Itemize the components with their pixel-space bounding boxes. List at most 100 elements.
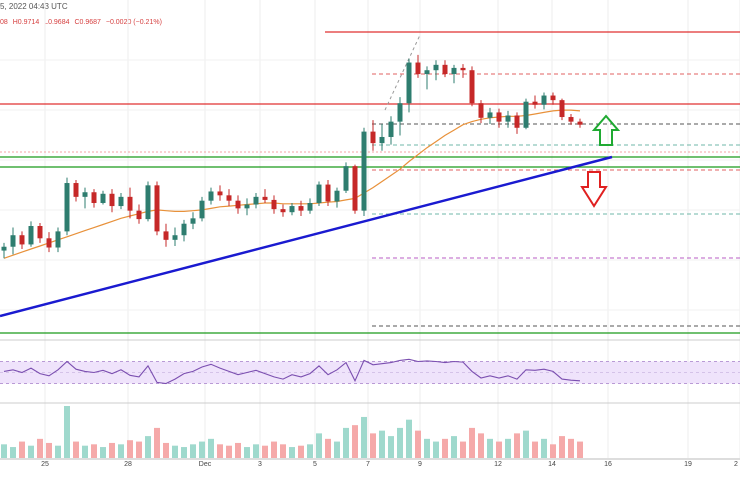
volume-bar (370, 433, 376, 458)
candle-down (136, 210, 142, 220)
candle-down (37, 226, 43, 239)
volume-bar (226, 445, 232, 458)
candle-down (532, 101, 538, 105)
time-axis-label: 12 (494, 461, 502, 468)
candle-up (55, 231, 61, 248)
candle-down (370, 131, 376, 144)
ohlc-close: C0.9687 (74, 19, 101, 26)
rsi-line (3, 358, 581, 385)
candle-up (343, 166, 349, 191)
volume-bar (199, 441, 205, 458)
candle-up (316, 184, 322, 203)
volume-bar (577, 441, 583, 458)
rsi-band (0, 361, 740, 384)
volume-bar (172, 445, 178, 458)
volume-bar (244, 447, 250, 458)
volume-bar (343, 427, 349, 458)
volume-bar (424, 438, 430, 458)
candle-down (568, 117, 574, 122)
candle-down (91, 192, 97, 203)
candle-up (10, 235, 16, 247)
volume-bar (145, 436, 151, 458)
candle-down (127, 196, 133, 211)
chart-header: 5, 2022 04:43 UTC (0, 2, 68, 11)
candle-down (73, 183, 79, 197)
ohlc-open: 08 (0, 19, 8, 26)
down-arrow-icon (580, 171, 608, 208)
volume-bar (64, 406, 70, 458)
candle-down (271, 199, 277, 210)
volume-bar (154, 427, 160, 458)
ohlc-low: L0.9684 (44, 19, 70, 26)
candle-up (190, 218, 196, 224)
candle-up (181, 223, 187, 236)
volume-bar (325, 438, 331, 458)
candle-up (424, 70, 430, 75)
volume-bar (415, 430, 421, 458)
volume-bar (235, 442, 241, 458)
time-axis-label: 5 (313, 461, 317, 468)
volume-bar (307, 444, 313, 458)
candle-up (451, 67, 457, 75)
candle-up (433, 64, 439, 71)
volume-bar (316, 433, 322, 458)
candle-up (244, 204, 250, 209)
time-axis-label: Dec (199, 461, 212, 468)
time-axis-label: 14 (548, 461, 556, 468)
candle-up (397, 103, 403, 122)
candle-down (514, 115, 520, 128)
candle-down (109, 193, 115, 207)
volume-bar (73, 441, 79, 458)
volume-bar (469, 427, 475, 458)
candle-down (217, 191, 223, 196)
candle-up (28, 226, 34, 245)
candle-up (64, 183, 70, 232)
candle-down (469, 70, 475, 104)
volume-bar (127, 440, 133, 458)
time-axis-label: 7 (366, 461, 370, 468)
volume-bar (100, 447, 106, 458)
ohlc-change: −0.0020 (−0.21%) (105, 19, 162, 26)
volume-bar (19, 441, 25, 458)
ohlc-readout: 08 H0.9714 L0.9684 C0.9687 −0.0020 (−0.2… (0, 19, 165, 26)
volume-bar (361, 416, 367, 458)
time-axis-label: 25 (41, 461, 49, 468)
volume-bar (10, 447, 16, 458)
projection-line (384, 34, 421, 111)
volume-bar (37, 438, 43, 458)
volume-bar (442, 438, 448, 458)
volume-bar (208, 438, 214, 458)
time-axis-label: 16 (604, 461, 612, 468)
header-title: 5, 2022 04:43 UTC (0, 2, 68, 11)
candle-down (550, 95, 556, 101)
candle-up (379, 136, 385, 144)
candle-down (325, 184, 331, 202)
candle-up (388, 121, 394, 137)
candle-down (442, 64, 448, 75)
candle-up (145, 185, 151, 220)
ascending-trendline (0, 155, 613, 318)
candle-up (361, 131, 367, 211)
volume-bar (451, 436, 457, 458)
up-arrow-icon (591, 114, 621, 146)
candle-up (253, 196, 259, 205)
volume-bar (163, 442, 169, 458)
volume-bar (46, 442, 52, 458)
candle-down (163, 231, 169, 240)
volume-bar (181, 447, 187, 458)
volume-bar (289, 447, 295, 458)
volume-bar (298, 445, 304, 458)
candle-down (46, 238, 52, 248)
time-axis-label: 19 (684, 461, 692, 468)
candle-up (289, 206, 295, 213)
volume-bar (352, 425, 358, 458)
volume-bar (397, 427, 403, 458)
candle-down (298, 206, 304, 211)
candle-up (82, 192, 88, 197)
moving-average-line (3, 109, 581, 259)
volume-bar (271, 441, 277, 458)
volume-bar (487, 438, 493, 458)
volume-bar (559, 436, 565, 458)
